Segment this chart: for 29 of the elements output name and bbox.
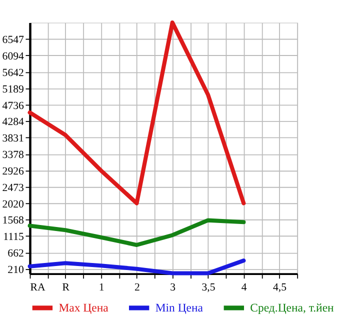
x-tick-label: 4,5 [272,281,287,294]
x-tick-label: 2 [134,281,140,294]
x-tick-label: R [62,281,70,294]
y-tick-label: 4736 [2,100,25,112]
y-tick-label: 6547 [2,34,25,46]
y-tick-label: 1115 [3,231,24,244]
x-tick-label: 3 [170,281,176,294]
line-series [28,258,246,276]
y-tick-label: 662 [8,248,24,260]
y-tick-label: 2473 [2,182,24,194]
x-tick-label: 3,5 [202,281,216,294]
y-tick-label: 3831 [2,132,24,145]
y-tick-label: 2020 [2,198,24,210]
y-tick-label: 5642 [2,66,24,79]
y-tick-label: 210 [8,264,24,276]
x-tick-label: RA [30,281,46,294]
x-tick-label: 1 [98,281,104,294]
legend-label: Сред.Цена, т.йен [250,302,334,315]
line-series [28,20,246,206]
legend-label: Max Цена [58,302,110,315]
y-tick-label: 5189 [2,83,24,96]
y-tick-label: 1568 [2,214,24,227]
y-tick-label: 3378 [2,149,24,162]
line-series [28,218,246,247]
legend-label: Min Цена [155,302,204,315]
y-tick-label: 2926 [2,165,25,178]
y-tick-label: 6094 [2,50,25,62]
x-tick-label: 4 [241,281,248,294]
y-tick-label: 4284 [2,116,25,128]
